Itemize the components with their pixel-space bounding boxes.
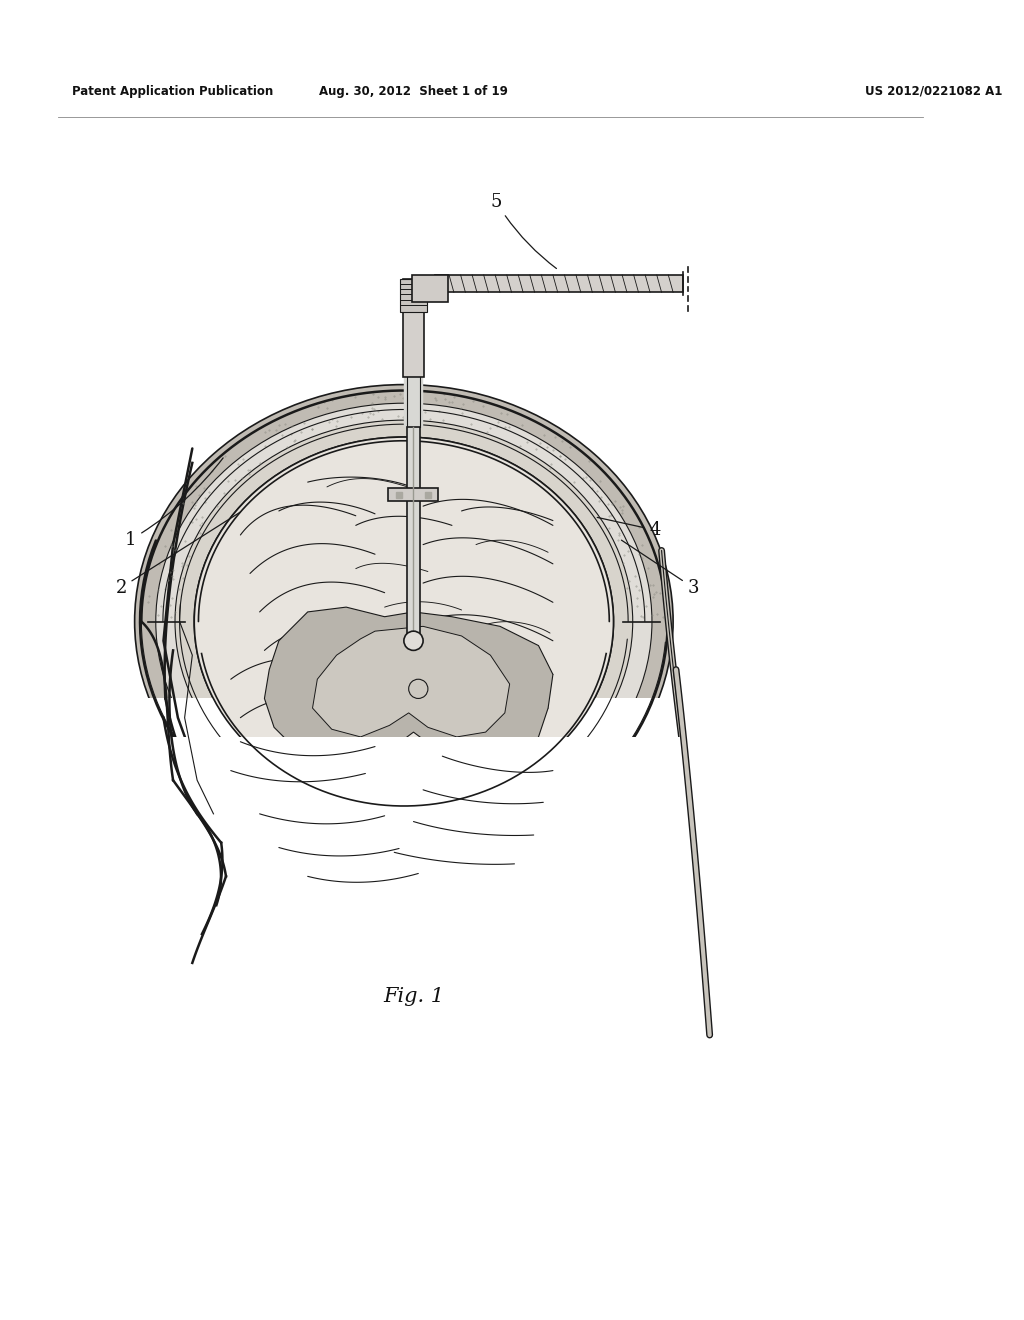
Circle shape xyxy=(403,631,423,651)
Bar xyxy=(388,488,438,502)
Bar xyxy=(105,698,702,1160)
Polygon shape xyxy=(442,760,553,838)
Ellipse shape xyxy=(156,403,652,840)
Bar xyxy=(412,275,449,302)
Ellipse shape xyxy=(175,420,633,822)
Polygon shape xyxy=(264,607,553,766)
Bar xyxy=(0,737,985,1313)
Ellipse shape xyxy=(134,384,673,858)
Bar xyxy=(434,275,683,292)
Text: US 2012/0221082 A1: US 2012/0221082 A1 xyxy=(865,84,1002,98)
Ellipse shape xyxy=(195,437,613,807)
Text: 3: 3 xyxy=(622,540,699,597)
Text: Fig. 1: Fig. 1 xyxy=(383,987,444,1006)
Bar xyxy=(402,279,424,378)
Text: Aug. 30, 2012  Sheet 1 of 19: Aug. 30, 2012 Sheet 1 of 19 xyxy=(319,84,508,98)
Bar xyxy=(407,428,420,640)
Text: 4: 4 xyxy=(597,517,660,539)
Text: 2: 2 xyxy=(116,512,240,597)
Bar xyxy=(400,279,427,313)
Ellipse shape xyxy=(195,437,613,807)
Text: 5: 5 xyxy=(490,193,556,268)
Polygon shape xyxy=(312,627,510,737)
Text: Patent Application Publication: Patent Application Publication xyxy=(72,84,273,98)
Text: 1: 1 xyxy=(125,458,223,549)
